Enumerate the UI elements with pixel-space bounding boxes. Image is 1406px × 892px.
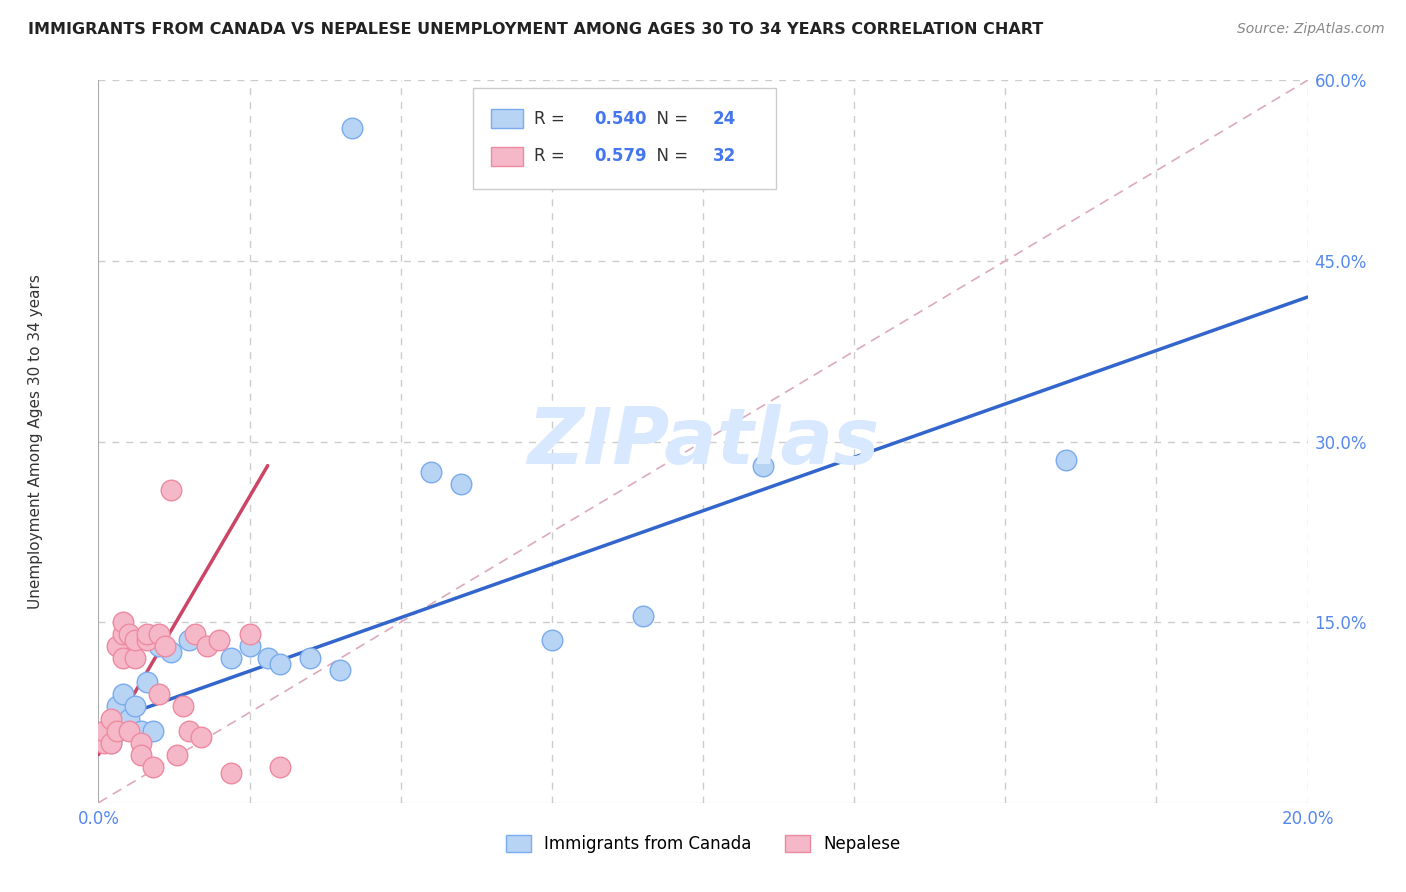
FancyBboxPatch shape [492, 109, 523, 128]
Point [540, 633, 562, 648]
Point [1054, 452, 1077, 467]
Text: N =: N = [647, 147, 693, 165]
Point [329, 664, 352, 678]
Point [179, 633, 201, 648]
Legend: Immigrants from Canada, Nepalese: Immigrants from Canada, Nepalese [499, 828, 907, 860]
Text: R =: R = [534, 110, 569, 128]
Point [124, 651, 146, 665]
Point [93, 735, 115, 749]
Y-axis label: Unemployment Among Ages 30 to 34 years: Unemployment Among Ages 30 to 34 years [28, 274, 42, 609]
Point [118, 712, 141, 726]
Point [105, 699, 128, 714]
Point [129, 747, 152, 762]
Point [184, 627, 207, 641]
Point [135, 675, 157, 690]
Point [208, 633, 231, 648]
Point [124, 633, 146, 648]
Point [153, 639, 176, 653]
Point [135, 627, 157, 641]
Point [105, 723, 128, 738]
Text: 0.540: 0.540 [595, 110, 647, 128]
Text: IMMIGRANTS FROM CANADA VS NEPALESE UNEMPLOYMENT AMONG AGES 30 TO 34 YEARS CORREL: IMMIGRANTS FROM CANADA VS NEPALESE UNEMP… [28, 22, 1043, 37]
Point [299, 651, 322, 665]
Point [100, 735, 122, 749]
Point [160, 483, 183, 497]
Point [342, 121, 364, 136]
Point [190, 730, 212, 744]
FancyBboxPatch shape [492, 147, 523, 166]
Point [631, 609, 654, 624]
Point [221, 651, 243, 665]
Point [124, 699, 146, 714]
Point [135, 633, 157, 648]
Point [195, 639, 218, 653]
Point [179, 723, 201, 738]
Point [93, 723, 115, 738]
Text: Source: ZipAtlas.com: Source: ZipAtlas.com [1237, 22, 1385, 37]
Point [129, 735, 152, 749]
Text: 24: 24 [713, 110, 735, 128]
Text: R =: R = [534, 147, 569, 165]
Point [148, 639, 170, 653]
Point [100, 735, 122, 749]
Point [221, 765, 243, 780]
Point [105, 723, 128, 738]
Point [111, 687, 134, 701]
Point [166, 747, 188, 762]
FancyBboxPatch shape [474, 87, 776, 189]
Point [100, 712, 122, 726]
Text: N =: N = [647, 110, 693, 128]
Point [239, 627, 262, 641]
Point [752, 458, 775, 473]
Point [269, 760, 291, 774]
Point [118, 723, 141, 738]
Point [129, 723, 152, 738]
Point [148, 627, 170, 641]
Point [420, 465, 443, 479]
Point [269, 657, 291, 672]
Point [142, 723, 165, 738]
Point [172, 699, 194, 714]
Point [160, 645, 183, 659]
Text: ZIPatlas: ZIPatlas [527, 403, 879, 480]
Point [450, 476, 472, 491]
Point [111, 615, 134, 630]
Point [148, 687, 170, 701]
Point [111, 627, 134, 641]
Point [111, 651, 134, 665]
Point [142, 760, 165, 774]
Text: 32: 32 [713, 147, 735, 165]
Text: 0.579: 0.579 [595, 147, 647, 165]
Point [118, 627, 141, 641]
Point [239, 639, 262, 653]
Point [256, 651, 278, 665]
Point [105, 639, 128, 653]
